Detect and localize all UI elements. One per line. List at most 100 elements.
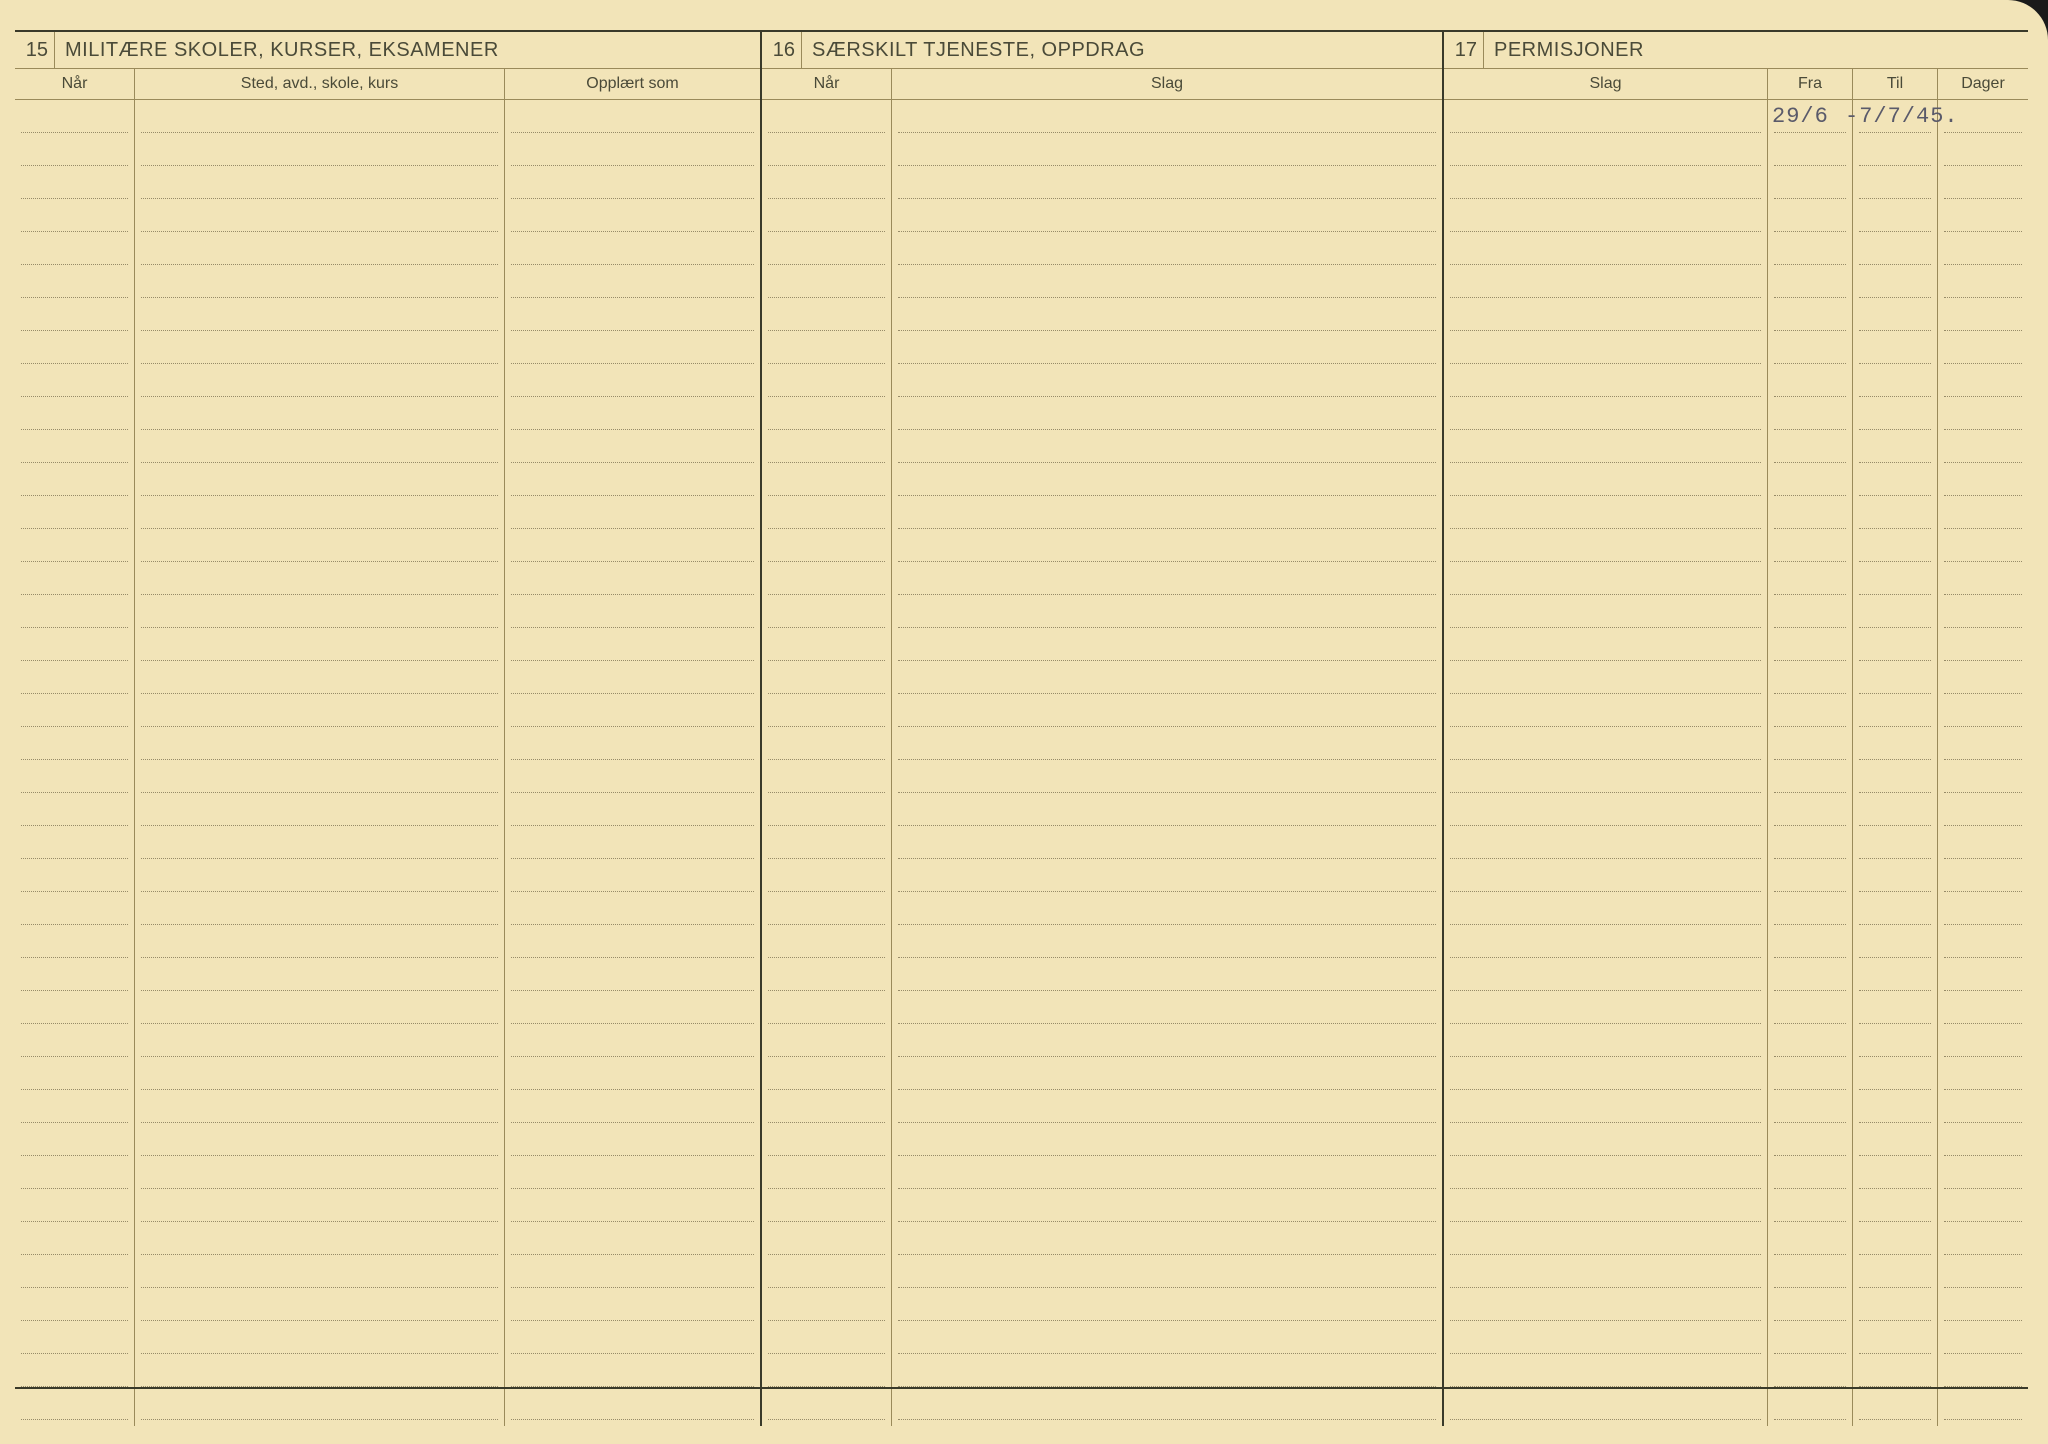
ruled-line [1944,793,2022,826]
ruled-line [21,331,128,364]
ruled-line [141,760,498,793]
ruled-line [1944,265,2022,298]
ruled-line [21,991,128,1024]
ruled-line [1944,100,2022,133]
ruled-line [768,793,885,826]
ruled-line [768,760,885,793]
ruled-line [1450,232,1761,265]
ruled-line [1859,727,1931,760]
ruled-line [1774,991,1846,1024]
ruled-line [1944,397,2022,430]
ruled-line [21,1123,128,1156]
ruled-line [1944,430,2022,463]
ruled-line [1859,496,1931,529]
ruled-line [511,1387,754,1420]
section-16-col-headers: Når Slag [762,69,1442,100]
ruled-line [21,100,128,133]
ruled-line [141,364,498,397]
ruled-line [511,529,754,562]
ruled-line [898,1288,1436,1321]
ruled-line [1859,298,1931,331]
ruled-line [1859,1387,1931,1420]
ruled-line [141,397,498,430]
ruled-line [1859,892,1931,925]
ruled-line [898,1387,1436,1420]
ruled-line [141,529,498,562]
ruled-line [1450,595,1761,628]
ruled-line [1859,1090,1931,1123]
ruled-line [898,1090,1436,1123]
ruled-line [768,100,885,133]
ruled-line [1859,166,1931,199]
ruled-line [1774,595,1846,628]
section-15-number: 15 [15,32,55,68]
ruled-line [1859,826,1931,859]
ruled-line [1944,694,2022,727]
ruled-line [1450,1090,1761,1123]
ruled-line [1774,397,1846,430]
ruled-line [1450,727,1761,760]
ruled-line [1944,892,2022,925]
ruled-line [511,1057,754,1090]
ruled-line [768,1189,885,1222]
ruled-line [141,925,498,958]
ruled-line [898,199,1436,232]
ruled-line [141,1321,498,1354]
col-header-naar-16: Når [762,69,892,99]
ruled-line [1450,859,1761,892]
ruled-line [511,859,754,892]
ruled-line [1450,1057,1761,1090]
ruled-line [1774,1057,1846,1090]
ruled-line [511,298,754,331]
ruled-line [21,133,128,166]
ruled-line [768,1321,885,1354]
ruled-line [511,1255,754,1288]
ruled-line [21,1189,128,1222]
ruled-line [768,562,885,595]
ruled-line [1944,1288,2022,1321]
ruled-line [21,1156,128,1189]
col-header-fra: Fra [1768,69,1853,99]
section-17: 17 PERMISJONER Slag Fra Til Dager 29/6 -… [1444,32,2028,1426]
ruled-line [1944,1255,2022,1288]
ruled-line [511,760,754,793]
ruled-line [141,628,498,661]
section-15-col2-body [135,100,505,1426]
ruled-line [511,793,754,826]
ruled-line [141,958,498,991]
ruled-line [141,496,498,529]
ruled-line [141,1354,498,1387]
ruled-line [21,430,128,463]
ruled-line [21,1090,128,1123]
col-header-sted: Sted, avd., skole, kurs [135,69,505,99]
ruled-line [1774,892,1846,925]
section-17-rows: 29/6 -7/7/45. [1444,100,2028,1426]
section-15: 15 MILITÆRE SKOLER, KURSER, EKSAMENER Nå… [15,32,762,1426]
ruled-line [1944,595,2022,628]
ruled-line [1859,133,1931,166]
ruled-line [898,133,1436,166]
ruled-line [511,562,754,595]
record-card-page: 15 MILITÆRE SKOLER, KURSER, EKSAMENER Nå… [0,0,2048,1444]
ruled-line [1859,991,1931,1024]
ruled-line [141,694,498,727]
ruled-line [1450,892,1761,925]
ruled-line [21,1321,128,1354]
ruled-line [1859,529,1931,562]
ruled-line [1774,661,1846,694]
ruled-line [898,1057,1436,1090]
ruled-line [21,727,128,760]
ruled-line [898,496,1436,529]
ruled-line [511,232,754,265]
ruled-line [768,529,885,562]
section-16-title: SÆRSKILT TJENESTE, OPPDRAG [802,39,1145,62]
ruled-line [1450,1288,1761,1321]
ruled-line [1859,1288,1931,1321]
ruled-line [768,199,885,232]
ruled-line [1774,727,1846,760]
ruled-line [511,958,754,991]
ruled-line [1774,1354,1846,1387]
ruled-line [21,1288,128,1321]
ruled-line [898,562,1436,595]
ruled-line [768,1090,885,1123]
